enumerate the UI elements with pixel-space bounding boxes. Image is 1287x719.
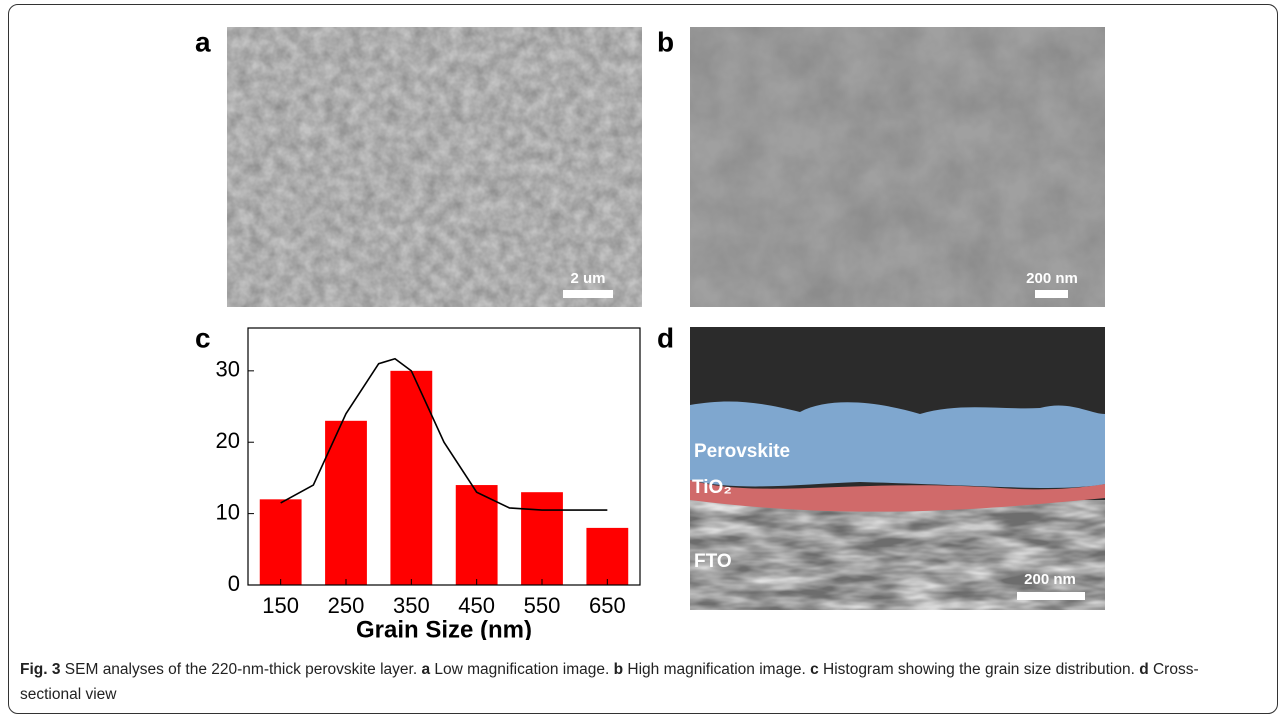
x-tick-label: 250 xyxy=(328,593,365,618)
caption-item: Low magnification image. xyxy=(434,661,609,678)
x-tick-label: 650 xyxy=(589,593,626,618)
x-tick-label: 550 xyxy=(524,593,561,618)
sem-texture xyxy=(227,27,642,307)
bar xyxy=(521,492,563,585)
histogram: 0 10 20 30 150 250 350 450 550 650 Grain Size (nm) xyxy=(216,328,640,640)
x-tick-label: 150 xyxy=(262,593,299,618)
caption-key: a xyxy=(421,661,430,678)
x-tick-label: 450 xyxy=(458,593,495,618)
panel-label: d xyxy=(657,322,674,353)
y-tick-label: 30 xyxy=(216,357,240,382)
figure: 2 um a 200 nm b Perovskite TiO₂ FTO 200 … xyxy=(0,0,1287,640)
layer-label: Perovskite xyxy=(694,441,790,462)
caption-label: Fig. 3 xyxy=(20,661,60,678)
caption: Fig. 3 SEM analyses of the 220-nm-thick … xyxy=(20,657,1250,707)
scale-label: 2 um xyxy=(570,270,605,287)
page: 2 um a 200 nm b Perovskite TiO₂ FTO 200 … xyxy=(0,0,1287,719)
y-tick-label: 0 xyxy=(228,571,240,596)
caption-item: Histogram showing the grain size distrib… xyxy=(823,661,1135,678)
scale-bar xyxy=(563,290,613,298)
scale-bar xyxy=(1017,592,1085,600)
y-tick-label: 20 xyxy=(216,428,240,453)
panel-label: b xyxy=(657,26,674,57)
caption-text: SEM analyses of the 220-nm-thick perovsk… xyxy=(65,661,417,678)
x-tick-label: 350 xyxy=(393,593,430,618)
layer-label: TiO₂ xyxy=(692,477,732,498)
bar xyxy=(260,499,302,585)
caption-item: High magnification image. xyxy=(627,661,805,678)
plot-frame xyxy=(248,328,640,585)
caption-key: b xyxy=(614,661,623,678)
scale-bar xyxy=(1035,290,1068,298)
y-tick-label: 10 xyxy=(216,499,240,524)
panel-label: a xyxy=(195,26,211,57)
caption-key: d xyxy=(1139,661,1148,678)
layer-label: FTO xyxy=(694,551,732,572)
scale-label: 200 nm xyxy=(1024,571,1076,588)
panel-label: c xyxy=(195,322,211,353)
x-axis-title: Grain Size (nm) xyxy=(356,616,532,640)
scale-label: 200 nm xyxy=(1026,270,1078,287)
bar xyxy=(586,528,628,585)
caption-key: c xyxy=(810,661,819,678)
sem-texture xyxy=(690,27,1105,307)
